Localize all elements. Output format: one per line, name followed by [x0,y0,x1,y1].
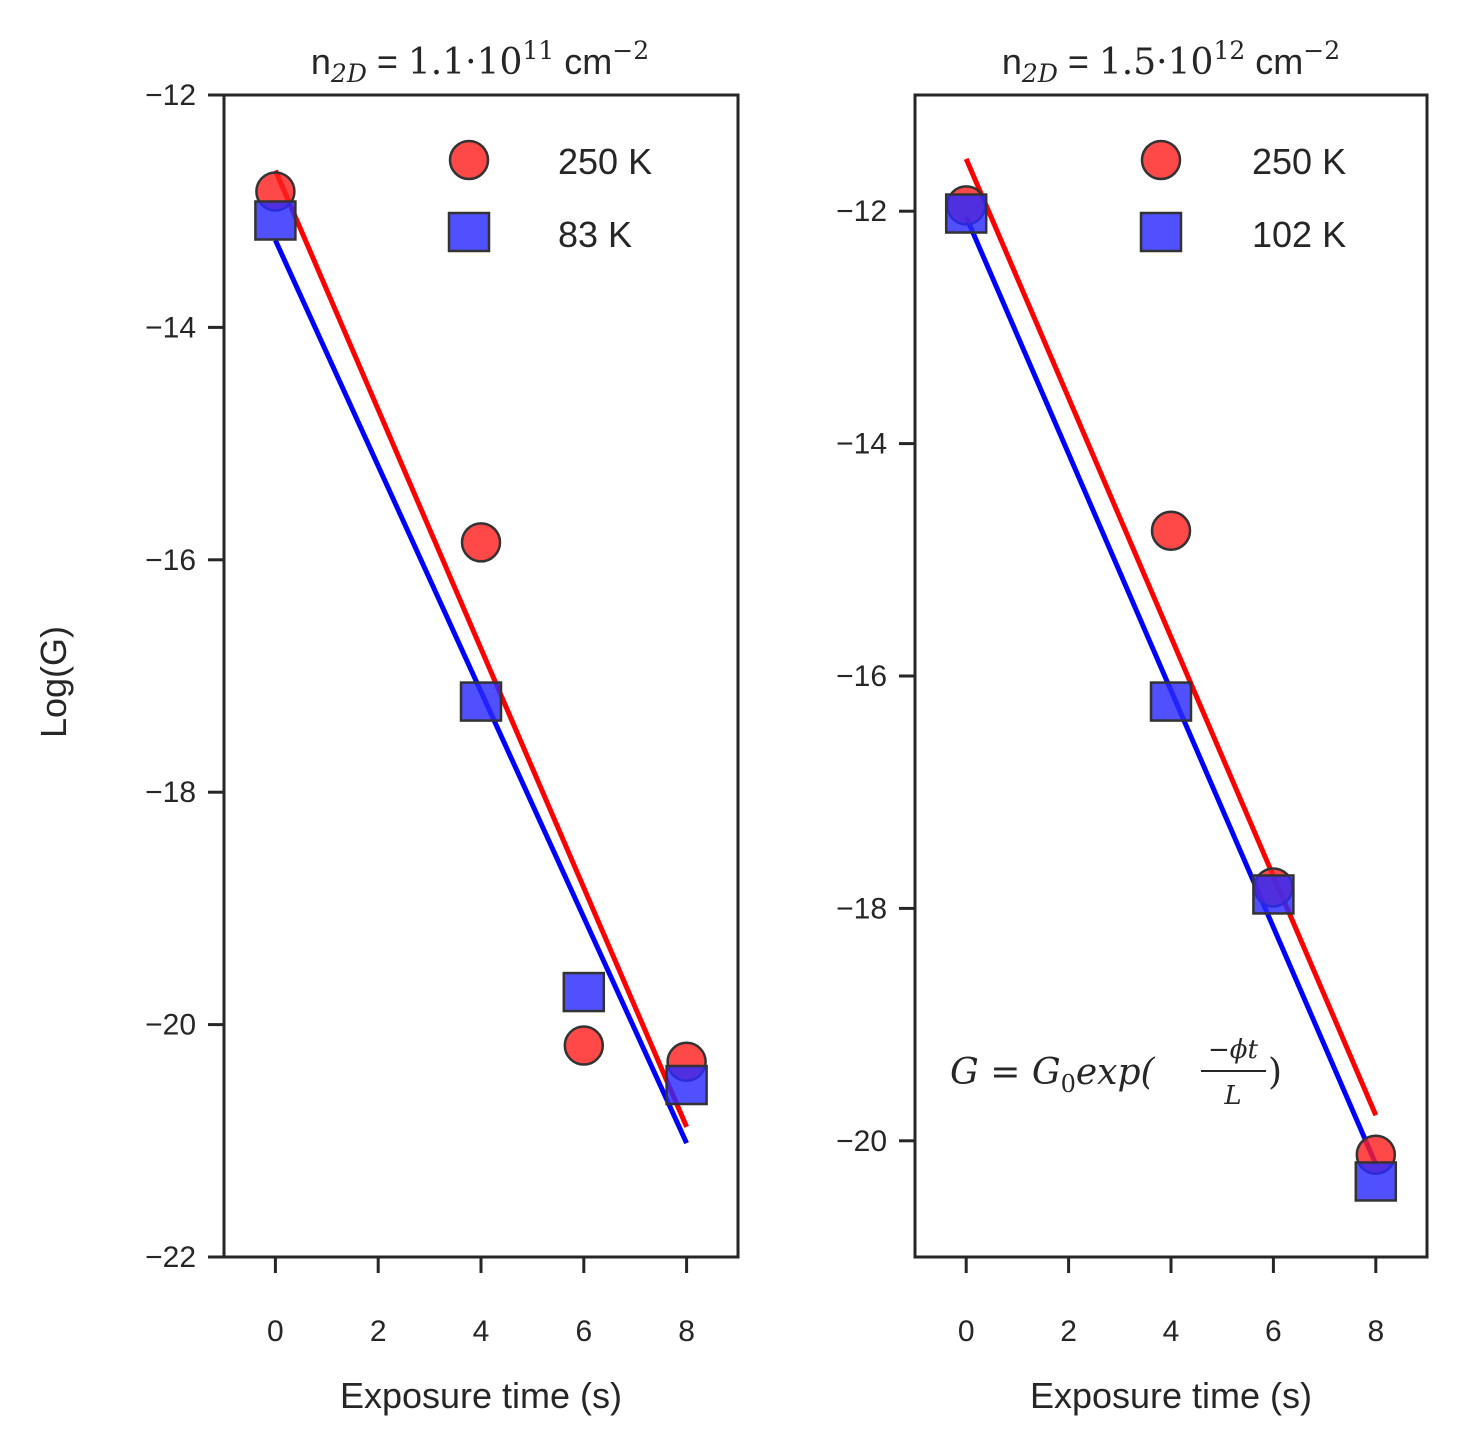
legend-label-250k: 250 K [1252,141,1346,182]
panel-title: n2D = 1.1·1011 cm−2 [311,36,649,88]
formula-annotation: G = G0exp( −ϕt L ) [950,1035,1282,1111]
y-tick-label: −16 [145,544,196,577]
x-axis-label: Exposure time (s) [340,1375,622,1416]
y-tick-label: −18 [145,776,196,809]
axis-ticks: 0 2 4 6 8 −12 −14 −16 −18 −20 −22 [145,79,695,1348]
data-points [254,171,708,1106]
y-tick-label: −22 [145,1241,196,1274]
x-tick-label: 8 [678,1315,695,1348]
data-point-circle [460,522,502,563]
legend-marker-circle [1140,139,1182,181]
data-point-square [1252,874,1295,915]
formula-close: ) [1268,1052,1282,1093]
fit-line [273,169,689,1128]
panel-title: n2D = 1.5·1012 cm−2 [1002,36,1340,88]
legend: 250 K 102 K [1139,139,1346,255]
y-tick-label: −20 [145,1009,196,1042]
x-tick-label: 6 [1265,1315,1282,1348]
fit-lines [273,169,689,1145]
y-tick-label: −18 [836,892,887,925]
x-tick-label: 8 [1367,1315,1384,1348]
legend-label-83k: 83 K [558,214,632,255]
data-point-square [459,681,503,722]
x-tick-label: 0 [958,1315,975,1348]
data-point-circle [563,1025,605,1066]
y-tick-label: −14 [836,428,887,461]
x-tick-label: 0 [267,1315,284,1348]
legend-label-102k: 102 K [1252,214,1346,255]
y-tick-label: −12 [836,195,887,228]
x-tick-label: 2 [370,1315,387,1348]
data-point-square [1354,1161,1398,1202]
axis-ticks: 0 2 4 6 8 −12 −14 −16 −18 −20 [836,195,1384,1348]
data-point-circle [1150,510,1192,551]
x-tick-label: 4 [1163,1315,1180,1348]
data-point-square [665,1064,708,1106]
legend-marker-circle [448,139,490,181]
data-point-square [944,193,988,234]
data-point-square [254,200,297,241]
panel-right: n2D = 1.5·1012 cm−2 0 2 4 6 8 −12 −14 −16 −18 −20… [836,36,1429,1416]
legend-marker-square [447,211,491,253]
x-tick-label: 4 [473,1315,490,1348]
formula-numerator: −ϕt [1208,1035,1259,1065]
legend-label-250k: 250 K [558,141,652,182]
legend-marker-square [1139,211,1183,253]
y-tick-label: −14 [145,311,196,344]
x-tick-label: 2 [1060,1315,1077,1348]
legend: 250 K 83 K [447,139,652,255]
x-tick-label: 6 [575,1315,592,1348]
data-point-square [1149,681,1193,722]
data-points [944,185,1398,1202]
y-tick-label: −20 [836,1125,887,1158]
fit-lines [963,157,1379,1166]
svg-text:G = G0exp(: G = G0exp( [950,1052,1156,1098]
y-tick-label: −12 [145,79,196,112]
formula-denominator: L [1223,1081,1241,1111]
x-axis-label: Exposure time (s) [1030,1375,1312,1416]
y-tick-label: −16 [836,660,887,693]
y-axis-label: Log(G) [33,626,74,738]
data-point-square [562,971,606,1013]
fit-line [963,157,1379,1117]
panel-left: n2D = 1.1·1011 cm−2 0 2 4 6 8 −12 −14 −16 −18 −20… [145,36,740,1416]
